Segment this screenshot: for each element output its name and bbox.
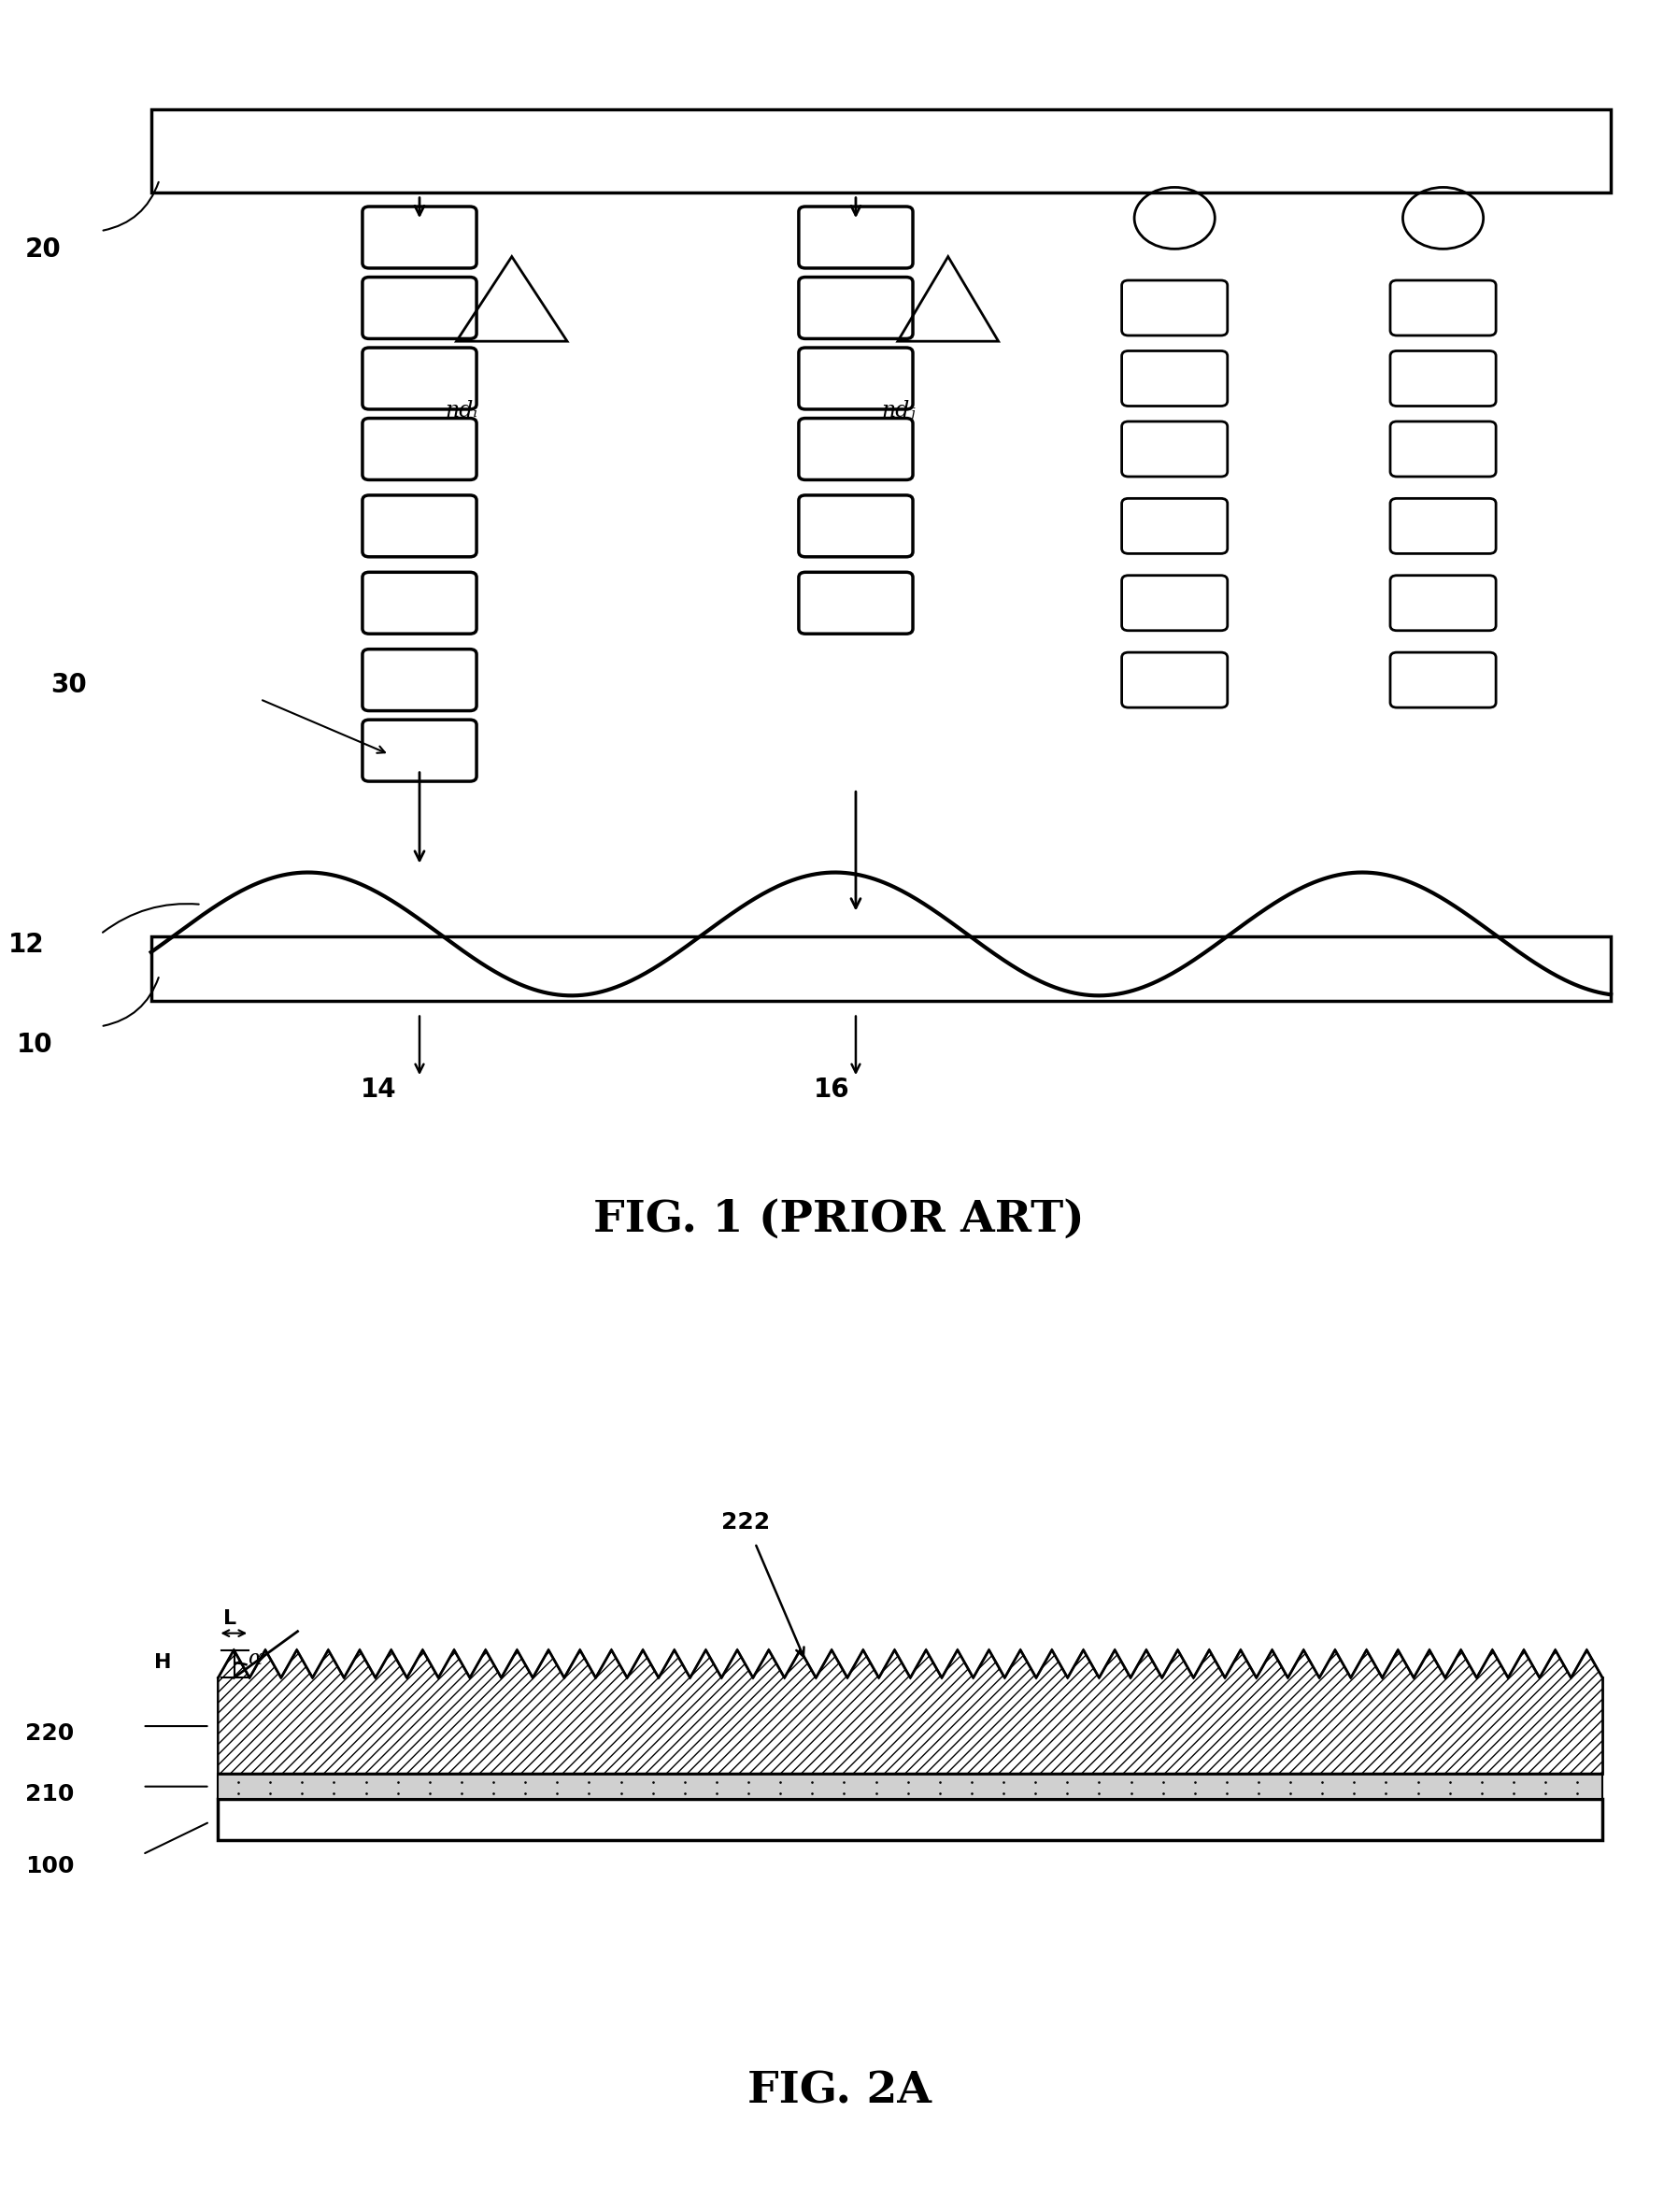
- Text: L: L: [223, 1608, 237, 1628]
- FancyBboxPatch shape: [1389, 498, 1497, 553]
- Text: 30: 30: [50, 672, 87, 699]
- Text: ndⱼ: ndⱼ: [881, 400, 915, 422]
- FancyBboxPatch shape: [1121, 653, 1228, 708]
- FancyBboxPatch shape: [362, 418, 477, 480]
- FancyBboxPatch shape: [1389, 352, 1497, 407]
- Text: 100: 100: [25, 1856, 74, 1878]
- Polygon shape: [218, 1650, 1602, 1774]
- Text: 220: 220: [25, 1723, 74, 1745]
- Text: 222: 222: [722, 1511, 770, 1533]
- FancyBboxPatch shape: [1389, 653, 1497, 708]
- FancyBboxPatch shape: [1389, 422, 1497, 476]
- Bar: [151, 108, 1611, 192]
- FancyBboxPatch shape: [799, 573, 913, 635]
- FancyBboxPatch shape: [362, 573, 477, 635]
- FancyBboxPatch shape: [1121, 422, 1228, 476]
- FancyBboxPatch shape: [1121, 498, 1228, 553]
- Text: H: H: [154, 1652, 171, 1672]
- Text: 14: 14: [361, 1077, 398, 1102]
- Bar: [151, 936, 1611, 1000]
- FancyBboxPatch shape: [362, 347, 477, 409]
- Text: 12: 12: [8, 931, 45, 958]
- FancyBboxPatch shape: [799, 418, 913, 480]
- FancyBboxPatch shape: [799, 347, 913, 409]
- Bar: [218, 1798, 1602, 1840]
- FancyBboxPatch shape: [362, 495, 477, 557]
- Text: 16: 16: [814, 1077, 851, 1102]
- FancyBboxPatch shape: [799, 276, 913, 338]
- Text: 10: 10: [17, 1031, 54, 1057]
- Text: 210: 210: [25, 1783, 74, 1805]
- FancyBboxPatch shape: [1121, 352, 1228, 407]
- Text: α: α: [247, 1648, 262, 1670]
- Text: FIG. 1 (PRIOR ART): FIG. 1 (PRIOR ART): [594, 1197, 1084, 1241]
- FancyBboxPatch shape: [362, 276, 477, 338]
- Text: FIG. 2A: FIG. 2A: [747, 2070, 931, 2112]
- Text: ndᵢ: ndᵢ: [445, 400, 478, 422]
- FancyBboxPatch shape: [799, 206, 913, 268]
- Text: 20: 20: [25, 237, 62, 263]
- FancyBboxPatch shape: [1389, 281, 1497, 336]
- FancyBboxPatch shape: [1121, 281, 1228, 336]
- FancyBboxPatch shape: [362, 648, 477, 710]
- FancyBboxPatch shape: [799, 495, 913, 557]
- Bar: [218, 1677, 1602, 1774]
- Bar: [218, 1774, 1602, 1798]
- FancyBboxPatch shape: [362, 719, 477, 781]
- FancyBboxPatch shape: [1121, 575, 1228, 630]
- FancyBboxPatch shape: [1389, 575, 1497, 630]
- FancyBboxPatch shape: [362, 206, 477, 268]
